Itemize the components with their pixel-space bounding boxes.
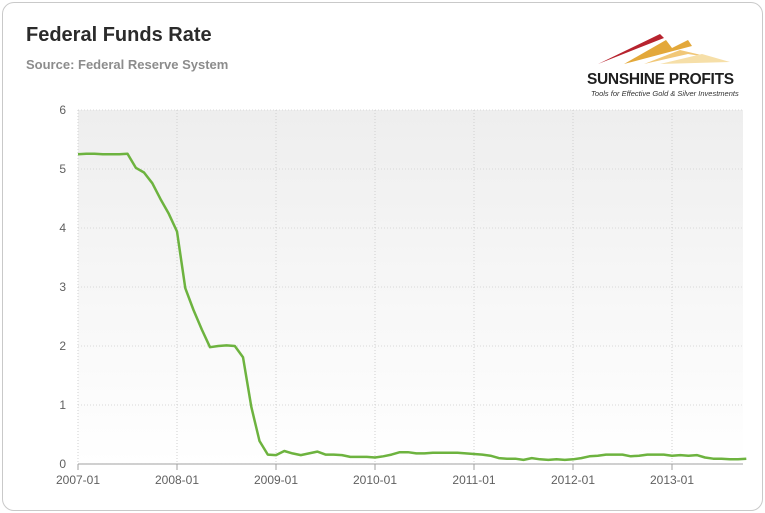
y-axis: 0 1 2 3 4 5 6 <box>59 103 673 471</box>
y-tick-label: 1 <box>59 398 66 412</box>
logo-light-ray <box>644 50 714 64</box>
x-tick-label: 2008-01 <box>155 473 199 487</box>
logo-tagline: Tools for Effective Gold & Silver Invest… <box>591 89 739 98</box>
x-tick-label: 2009-01 <box>254 473 298 487</box>
x-tick-label: 2011-01 <box>452 473 495 487</box>
y-tick-label: 3 <box>59 280 66 294</box>
series-group <box>77 152 747 462</box>
series-line <box>77 152 747 462</box>
x-tick-label: 2012-01 <box>551 473 595 487</box>
y-tick-label: 6 <box>59 103 66 117</box>
plot-background <box>78 110 743 464</box>
logo-gold-ray <box>624 40 692 64</box>
x-tick-label: 2010-01 <box>353 473 397 487</box>
logo-pale-ray <box>660 54 730 64</box>
chart-subtitle: Source: Federal Reserve System <box>26 57 229 72</box>
x-tick-label: 2007-01 <box>56 473 100 487</box>
logo-brand-name: SUNSHINE PROFITS <box>587 71 734 88</box>
chart-title: Federal Funds Rate <box>26 24 212 46</box>
x-tick-label: 2013-01 <box>650 473 694 487</box>
logo-red-ray <box>598 34 664 64</box>
x-axis: 2007-01 2008-01 2009-01 2010-01 2011-01 2012-… <box>56 463 743 487</box>
y-tick-label: 4 <box>59 221 66 235</box>
y-tick-label: 5 <box>59 162 66 176</box>
y-tick-label: 2 <box>59 339 66 353</box>
y-tick-label: 0 <box>59 457 66 471</box>
sunshine-profits-logo-icon <box>598 34 730 64</box>
